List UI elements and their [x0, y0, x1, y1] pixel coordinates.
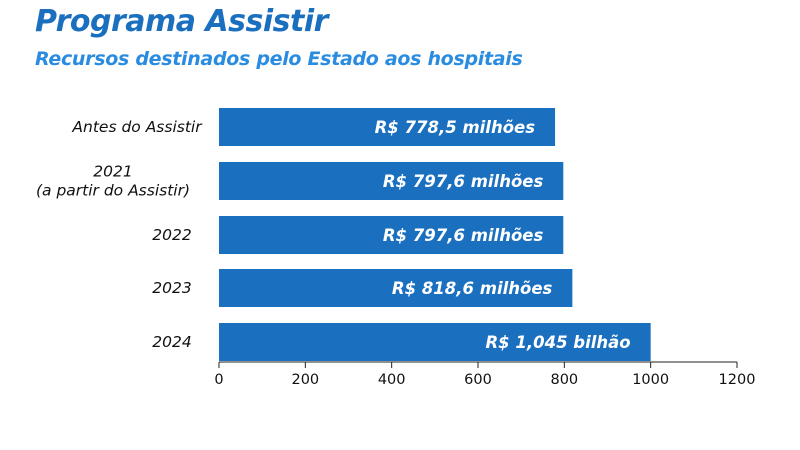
- x-tick-label: 0: [214, 372, 223, 388]
- category-label-line: Antes do Assistir: [71, 118, 203, 136]
- bars-group: [219, 108, 651, 361]
- bar-value-label: R$ 797,6 milhões: [383, 226, 544, 245]
- bar: [219, 162, 564, 200]
- category-label: 2024: [152, 333, 191, 351]
- x-axis: 0 200 400 600 800 1000 1200: [214, 361, 756, 388]
- bar-value-label: R$ 1,045 bilhão: [485, 333, 630, 352]
- category-label-line: 2022: [152, 226, 191, 244]
- x-tick-label: 600: [464, 372, 492, 388]
- category-label-line: 2024: [152, 333, 191, 351]
- bar-value-label: R$ 797,6 milhões: [383, 172, 544, 191]
- bar-value-label: R$ 818,6 milhões: [392, 279, 553, 298]
- bar: [219, 216, 564, 254]
- category-label: 2022: [152, 226, 191, 244]
- bar: [219, 323, 651, 361]
- category-label: Antes do Assistir: [71, 118, 203, 136]
- bar: [219, 269, 573, 307]
- x-tick-label: 400: [378, 372, 406, 388]
- x-tick-label: 1000: [632, 372, 669, 388]
- x-tick-label: 800: [550, 372, 578, 388]
- x-tick-label: 200: [291, 372, 319, 388]
- category-label-line: (a partir do Assistir): [36, 182, 190, 200]
- category-labels-group: Antes do Assistir 2021 (a partir do Assist…: [36, 118, 203, 351]
- chart-title: Programa Assistir: [35, 4, 328, 39]
- category-label: 2023: [152, 279, 191, 297]
- x-tick-label: 1200: [719, 372, 756, 388]
- bar: [219, 108, 556, 146]
- bar-value-label: R$ 778,5 milhões: [375, 118, 536, 137]
- chart-subtitle: Recursos destinados pelo Estado aos hosp…: [35, 48, 523, 70]
- value-labels-group: R$ 778,5 milhões R$ 797,6 milhões R$ 797,6…: [375, 118, 631, 352]
- category-label-line: 2021: [93, 163, 132, 181]
- category-label-line: 2023: [152, 279, 191, 297]
- category-label: 2021 (a partir do Assistir): [36, 163, 190, 200]
